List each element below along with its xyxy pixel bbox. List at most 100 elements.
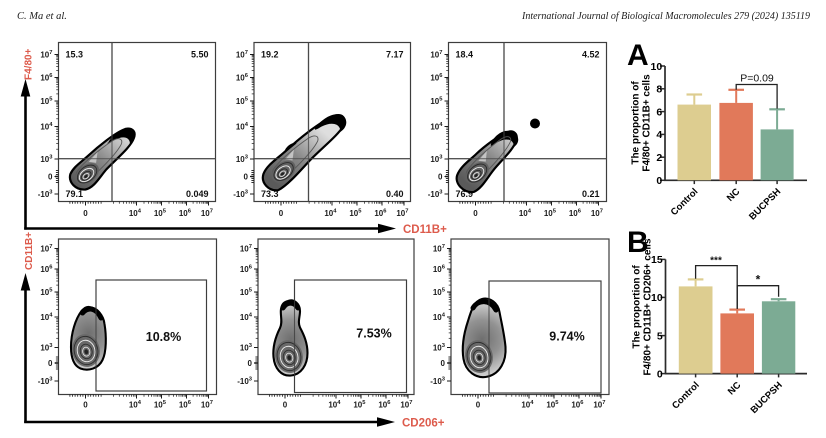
svg-text:6: 6 (656, 106, 662, 118)
svg-text:15.3: 15.3 (66, 50, 84, 60)
svg-text:B: B (627, 226, 649, 259)
svg-text:0: 0 (83, 209, 88, 218)
svg-text:104: 104 (324, 209, 337, 218)
svg-text:106: 106 (433, 265, 446, 274)
svg-text:9.74%: 9.74% (549, 330, 584, 344)
svg-text:76.9: 76.9 (456, 189, 474, 199)
svg-text:104: 104 (240, 313, 253, 322)
svg-text:106: 106 (179, 400, 192, 409)
svg-text:CD11B+: CD11B+ (24, 232, 35, 270)
svg-text:106: 106 (430, 73, 443, 82)
svg-text:105: 105 (349, 209, 362, 218)
svg-text:-103: -103 (430, 377, 446, 386)
svg-text:0.21: 0.21 (582, 189, 600, 199)
svg-text:15: 15 (651, 254, 663, 266)
svg-text:107: 107 (593, 400, 605, 409)
svg-text:10: 10 (651, 61, 663, 73)
svg-text:2: 2 (656, 152, 662, 164)
svg-text:4.52: 4.52 (582, 50, 600, 60)
svg-text:103: 103 (40, 343, 53, 352)
svg-text:106: 106 (571, 400, 584, 409)
svg-text:103: 103 (430, 155, 443, 164)
svg-text:105: 105 (154, 400, 167, 409)
svg-text:The proportion of: The proportion of (631, 81, 642, 165)
svg-text:103: 103 (433, 343, 446, 352)
svg-text:0: 0 (441, 359, 446, 368)
svg-text:0: 0 (656, 175, 662, 187)
svg-text:106: 106 (569, 209, 582, 218)
svg-text:107: 107 (400, 400, 412, 409)
svg-text:104: 104 (129, 400, 142, 409)
svg-text:0: 0 (248, 359, 253, 368)
svg-text:-103: -103 (38, 190, 54, 199)
svg-text:106: 106 (179, 209, 192, 218)
svg-text:0: 0 (48, 359, 53, 368)
svg-text:18.4: 18.4 (456, 50, 474, 60)
svg-text:104: 104 (430, 122, 443, 131)
svg-text:73.3: 73.3 (261, 189, 279, 199)
svg-text:103: 103 (236, 155, 249, 164)
svg-text:7.17: 7.17 (386, 50, 404, 60)
svg-text:104: 104 (328, 400, 341, 409)
svg-text:107: 107 (40, 244, 52, 253)
svg-text:105: 105 (40, 288, 53, 297)
svg-text:0: 0 (48, 173, 53, 182)
svg-text:104: 104 (40, 313, 53, 322)
svg-text:106: 106 (240, 265, 253, 274)
svg-text:106: 106 (378, 400, 391, 409)
svg-text:-103: -103 (233, 190, 249, 199)
svg-text:0: 0 (476, 401, 481, 410)
svg-text:8: 8 (656, 84, 662, 96)
svg-text:F4/80+ CD11B+ cells: F4/80+ CD11B+ cells (641, 74, 652, 172)
svg-text:P=0.09: P=0.09 (740, 73, 774, 85)
svg-text:107: 107 (236, 50, 248, 59)
svg-text:0: 0 (83, 401, 88, 410)
svg-text:0: 0 (657, 368, 663, 380)
svg-text:0: 0 (244, 173, 249, 182)
svg-text:105: 105 (240, 288, 253, 297)
svg-text:0: 0 (473, 209, 478, 218)
svg-text:105: 105 (40, 97, 53, 106)
svg-text:105: 105 (236, 97, 249, 106)
svg-text:105: 105 (544, 209, 557, 218)
svg-text:107: 107 (201, 400, 213, 409)
svg-text:105: 105 (433, 288, 446, 297)
svg-text:105: 105 (546, 400, 559, 409)
svg-text:F4/80+: F4/80+ (24, 48, 35, 80)
svg-text:19.2: 19.2 (261, 50, 279, 60)
svg-text:F4/80+ CD11B+ CD206+ cells: F4/80+ CD11B+ CD206+ cells (643, 238, 654, 375)
svg-text:CD11B+: CD11B+ (403, 224, 447, 236)
svg-text:-103: -103 (38, 377, 54, 386)
svg-text:104: 104 (519, 209, 532, 218)
svg-text:5.50: 5.50 (191, 50, 209, 60)
svg-text:104: 104 (236, 122, 249, 131)
svg-text:*: * (756, 273, 761, 287)
svg-text:107: 107 (240, 244, 252, 253)
svg-text:5: 5 (657, 330, 663, 342)
svg-text:107: 107 (430, 50, 442, 59)
svg-text:0: 0 (279, 209, 284, 218)
svg-text:107: 107 (396, 209, 408, 218)
svg-text:10.8%: 10.8% (146, 330, 181, 344)
svg-text:***: *** (710, 256, 722, 267)
svg-text:103: 103 (40, 155, 53, 164)
svg-text:106: 106 (40, 73, 53, 82)
svg-text:105: 105 (154, 209, 167, 218)
svg-text:0: 0 (438, 173, 443, 182)
svg-text:The proportion of: The proportion of (632, 265, 643, 349)
svg-text:International Journal of Biolo: International Journal of Biological Macr… (521, 11, 810, 22)
svg-text:106: 106 (374, 209, 387, 218)
svg-text:107: 107 (433, 244, 445, 253)
svg-text:7.53%: 7.53% (356, 327, 391, 341)
svg-text:105: 105 (353, 400, 366, 409)
svg-text:0.40: 0.40 (386, 189, 404, 199)
svg-text:104: 104 (433, 313, 446, 322)
svg-text:107: 107 (40, 50, 52, 59)
svg-text:104: 104 (40, 122, 53, 131)
svg-text:104: 104 (521, 400, 534, 409)
svg-text:104: 104 (129, 209, 142, 218)
svg-text:107: 107 (591, 209, 603, 218)
svg-text:CD206+: CD206+ (402, 418, 445, 430)
svg-text:105: 105 (430, 97, 443, 106)
svg-text:0.049: 0.049 (186, 189, 209, 199)
